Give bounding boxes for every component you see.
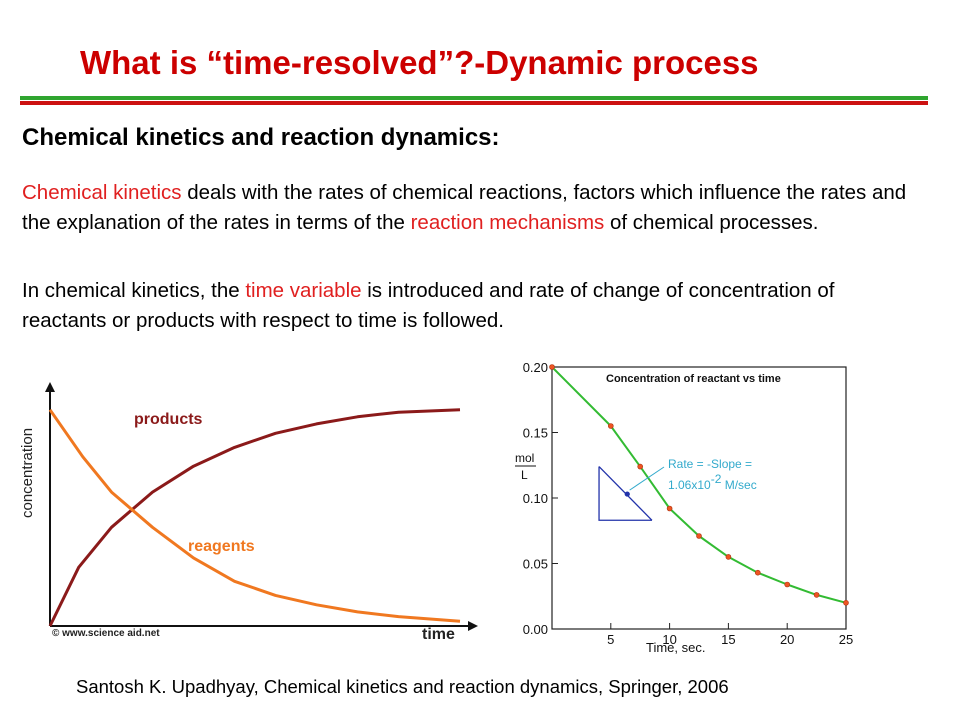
data-point [608,423,614,429]
data-point [784,581,791,588]
series-label-products: products [134,411,203,428]
paragraph-text: deals with the rates of chemical reactio… [22,181,907,234]
y-tick-label: 0.15 [523,426,548,441]
rate-annotation-exponent: -2 [711,472,722,486]
data-point [813,592,820,598]
paragraph-time-variable: In chemical kinetics, the time variable … [22,276,922,336]
y-unit-denominator: L [521,468,528,482]
data-point [725,554,732,560]
y-tick-label: 0.00 [523,622,548,637]
slide-title: What is “time-resolved”?-Dynamic process [80,44,759,81]
paragraph-text: In chemical kinetics, the [22,279,246,302]
rate-annotation-line1: Rate = -Slope = [668,457,752,471]
data-point [696,533,702,539]
citation: Santosh K. Upadhyay, Chemical kinetics a… [76,676,729,697]
x-tick-label: 15 [721,632,735,647]
x-axis-label: time [422,626,455,643]
data-point [637,463,643,470]
rate-annotation-mantissa: 1.06x10 [668,478,711,492]
rate-annotation-unit: M/sec [721,478,756,492]
annotation-leader-line [629,466,665,491]
y-axis-arrow [45,382,55,392]
paragraph-text: of chemical processes. [604,211,819,234]
reactant-concentration-chart: 5 10 15 20 25 0.00 0.05 0.10 0.15 0.20 Concentrat… [515,360,853,655]
y-tick-label: 0.10 [523,491,548,506]
paragraph-kinetics-definition: Chemical kinetics deals with the rates o… [22,178,922,238]
credit-text: © www.science aid.net [52,628,160,639]
data-point [549,364,555,370]
series-line-products [48,408,461,627]
x-tick-label: 5 [607,632,614,647]
rate-annotation-line2: 1.06x10-2 M/sec [668,472,757,492]
x-tick-label: 20 [780,632,794,647]
y-tick-label: 0.05 [523,557,548,572]
x-axis-label: Time, sec. [646,640,705,655]
highlight-chemical-kinetics: Chemical kinetics [22,181,182,204]
x-tick-label: 25 [839,632,853,647]
series-label-reagents: reagents [188,538,255,555]
title-rule-red [20,101,928,105]
tangent-point [624,491,630,497]
chart-title: Concentration of reactant vs time [606,373,781,385]
data-point [755,569,761,576]
x-tick-label: 10 [662,632,676,647]
paragraph-text: is introduced and rate of change of conc… [22,279,835,332]
series-line-reagents [48,408,461,623]
title-rule-green [20,96,928,100]
highlight-reaction-mechanisms: reaction mechanisms [410,211,605,234]
section-heading: Chemical kinetics and reaction dynamics: [22,124,500,151]
decay-curve [551,366,847,604]
y-axis-label: concentration [19,428,36,518]
y-tick-label: 0.20 [523,360,548,375]
products-reagents-chart: concentration time © www.science aid.net… [19,382,478,643]
data-point [843,600,849,606]
y-unit-numerator: mol [515,451,534,465]
x-axis-arrow [468,621,478,631]
highlight-time-variable: time variable [245,279,362,302]
slope-triangle-legs [598,466,652,521]
data-point [666,505,673,512]
